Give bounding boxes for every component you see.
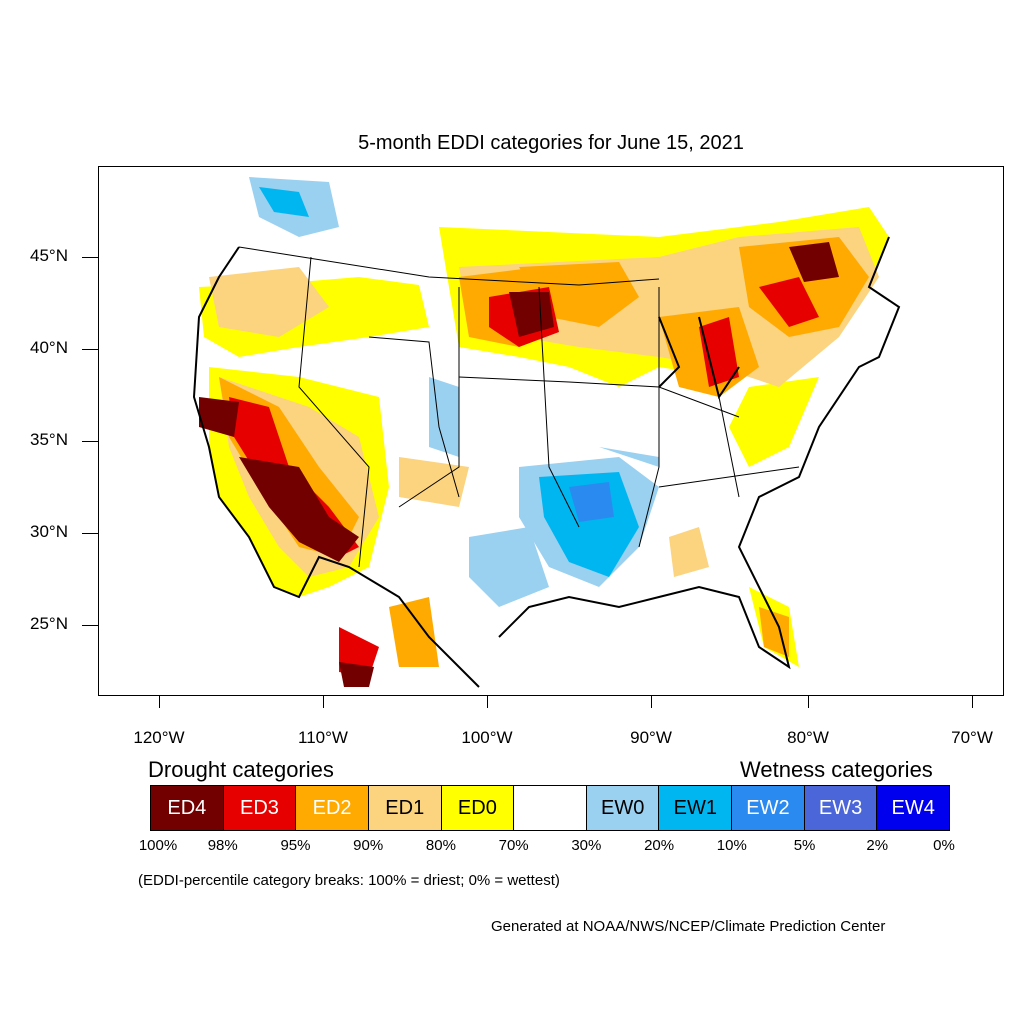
ew2-regions [569, 482, 614, 522]
legend-box-ed0: ED0 [441, 786, 515, 830]
x-tick-120w [159, 696, 160, 708]
percentile-note: (EDDI-percentile category breaks: 100% =… [138, 872, 560, 889]
legend-box-ew1: EW1 [659, 786, 733, 830]
x-tick-label-100w: 100°W [461, 728, 513, 747]
y-tick-label-35n: 35°N [30, 430, 68, 449]
x-tick-label-80w: 80°W [787, 728, 829, 747]
legend-box-ed3: ED3 [223, 786, 297, 830]
y-tick-label-30n: 30°N [30, 522, 68, 541]
eddi-map [192, 177, 901, 688]
percentile-label: 100% [138, 837, 178, 854]
legend-box-ed4: ED4 [151, 786, 224, 830]
legend-box-ew4: EW4 [877, 786, 950, 830]
x-tick-90w [651, 696, 652, 708]
map-title: 5-month EDDI categories for June 15, 202… [358, 132, 744, 154]
y-tick-45n [82, 257, 98, 258]
boundary-lines [238, 246, 800, 568]
percentile-label: 70% [498, 837, 529, 854]
percentile-label: 95% [280, 837, 311, 854]
legend-box-ed2: ED2 [296, 786, 369, 830]
percentile-label: 5% [793, 837, 816, 854]
y-tick-label-45n: 45°N [30, 246, 68, 265]
y-tick-30n [82, 533, 98, 534]
percentile-label: 10% [716, 837, 747, 854]
wetness-heading: Wetness categories [740, 757, 933, 782]
x-tick-label-110w: 110°W [298, 728, 348, 747]
coastline [192, 236, 901, 688]
legend-box-ed1: ED1 [368, 786, 442, 830]
drought-heading: Drought categories [148, 757, 334, 782]
ed4-regions [199, 242, 839, 687]
x-tick-label-120w: 120°W [133, 728, 185, 747]
legend-box-ew0: EW0 [586, 786, 660, 830]
map-panel [98, 166, 1004, 696]
y-tick-25n [82, 625, 98, 626]
x-tick-label-90w: 90°W [630, 728, 672, 747]
percentile-label: 90% [353, 837, 384, 854]
x-tick-label-70w: 70°W [951, 728, 993, 747]
category-legend: ED4 ED3 ED2 ED1 ED0 EW0 EW1 EW2 EW3 EW4 [150, 785, 950, 831]
y-tick-35n [82, 441, 98, 442]
x-tick-100w [487, 696, 488, 708]
legend-box-normal [514, 786, 587, 830]
percentile-label: 20% [644, 837, 675, 854]
x-tick-80w [808, 696, 809, 708]
credit-line: Generated at NOAA/NWS/NCEP/Climate Predi… [491, 918, 886, 935]
x-tick-110w [323, 696, 324, 708]
y-tick-40n [82, 349, 98, 350]
x-tick-70w [972, 696, 973, 708]
percentile-label: 2% [866, 837, 889, 854]
y-tick-label-40n: 40°N [30, 338, 68, 357]
percentile-label: 98% [207, 837, 238, 854]
percentile-label: 0% [933, 837, 955, 854]
percentile-label: 30% [571, 837, 602, 854]
y-tick-label-25n: 25°N [30, 614, 68, 633]
percentile-label: 80% [425, 837, 456, 854]
legend-box-ew3: EW3 [804, 786, 878, 830]
ew1-regions [259, 187, 639, 577]
legend-box-ew2: EW2 [732, 786, 805, 830]
